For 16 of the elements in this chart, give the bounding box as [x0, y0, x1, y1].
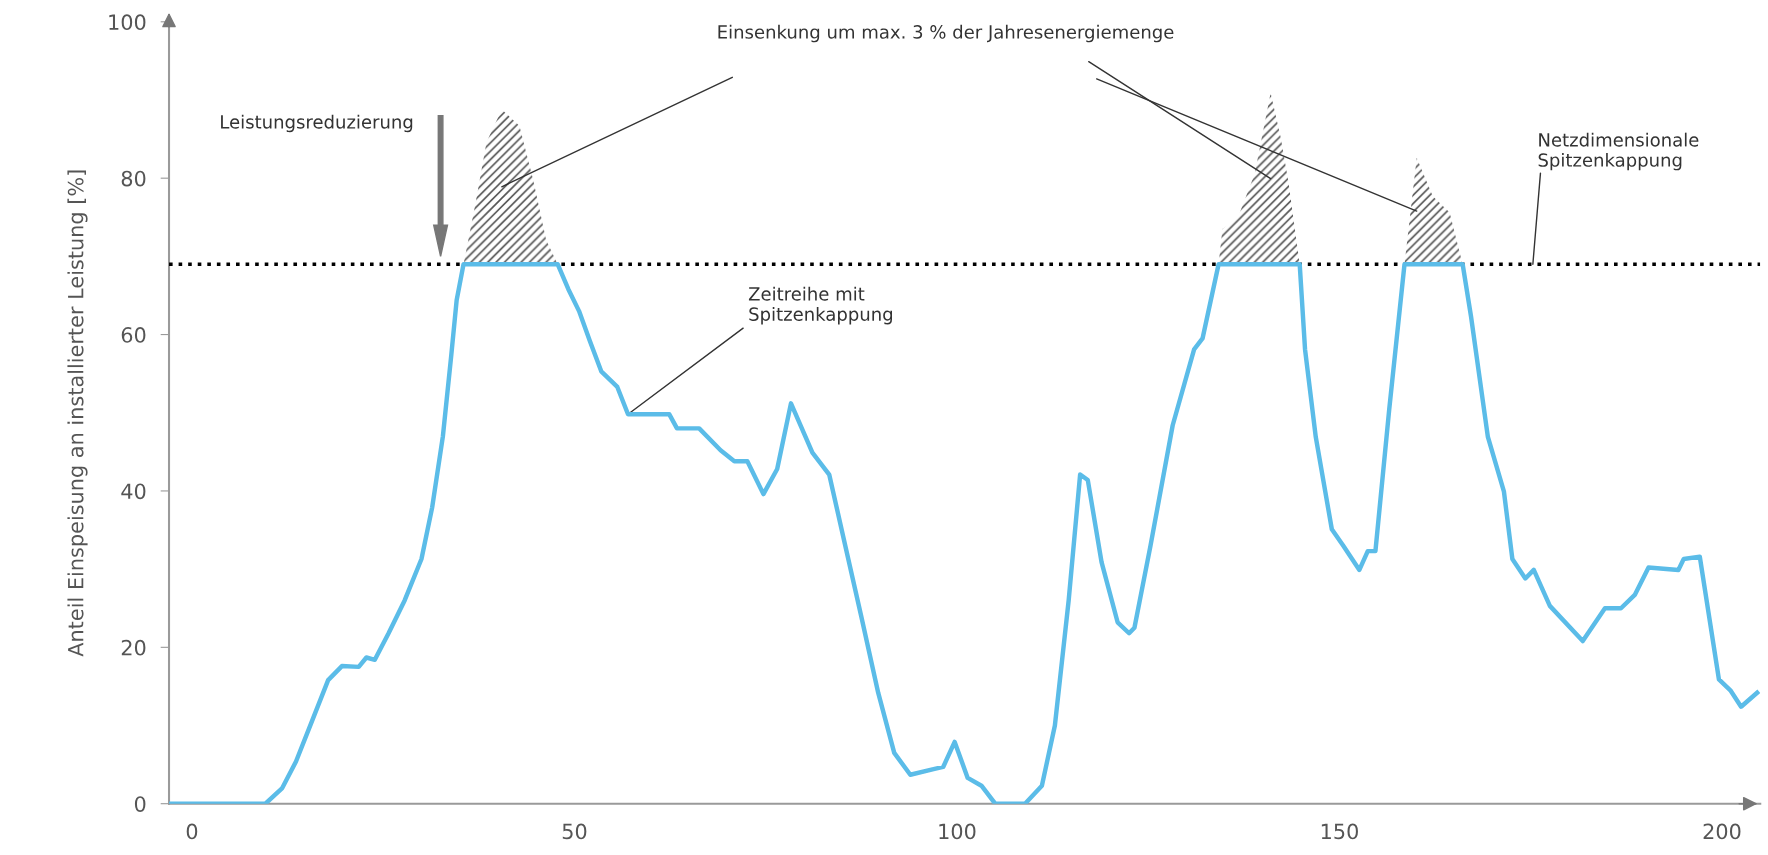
y-axis-title: Anteil Einspeisung an installierter Leistung [%] — [67, 170, 88, 657]
y-tick-label: 40 — [121, 483, 146, 500]
x-tick-label: 100 — [939, 823, 976, 840]
y-tick-label: 60 — [121, 327, 146, 343]
y-tick-label: 80 — [121, 170, 146, 187]
annotation: Einsenkung um max. 3 % der Jahresenergiemenge — [718, 24, 1174, 43]
x-tick-label: 0 — [186, 823, 198, 840]
x-tick-label: 200 — [1703, 823, 1741, 840]
annotation: Zeitreihe mit Spitzenkappung — [748, 286, 893, 325]
ref-line-label: Netzdimensionale Spitzenkappung — [1538, 132, 1699, 171]
y-tick-label: 20 — [121, 639, 146, 656]
y-tick-label: 100 — [109, 14, 146, 31]
annotation: Leistungsreduzierung — [221, 114, 413, 133]
x-tick-label: 150 — [1321, 823, 1358, 840]
y-tick-label: 0 — [134, 796, 146, 812]
x-tick-label: 50 — [562, 823, 587, 840]
